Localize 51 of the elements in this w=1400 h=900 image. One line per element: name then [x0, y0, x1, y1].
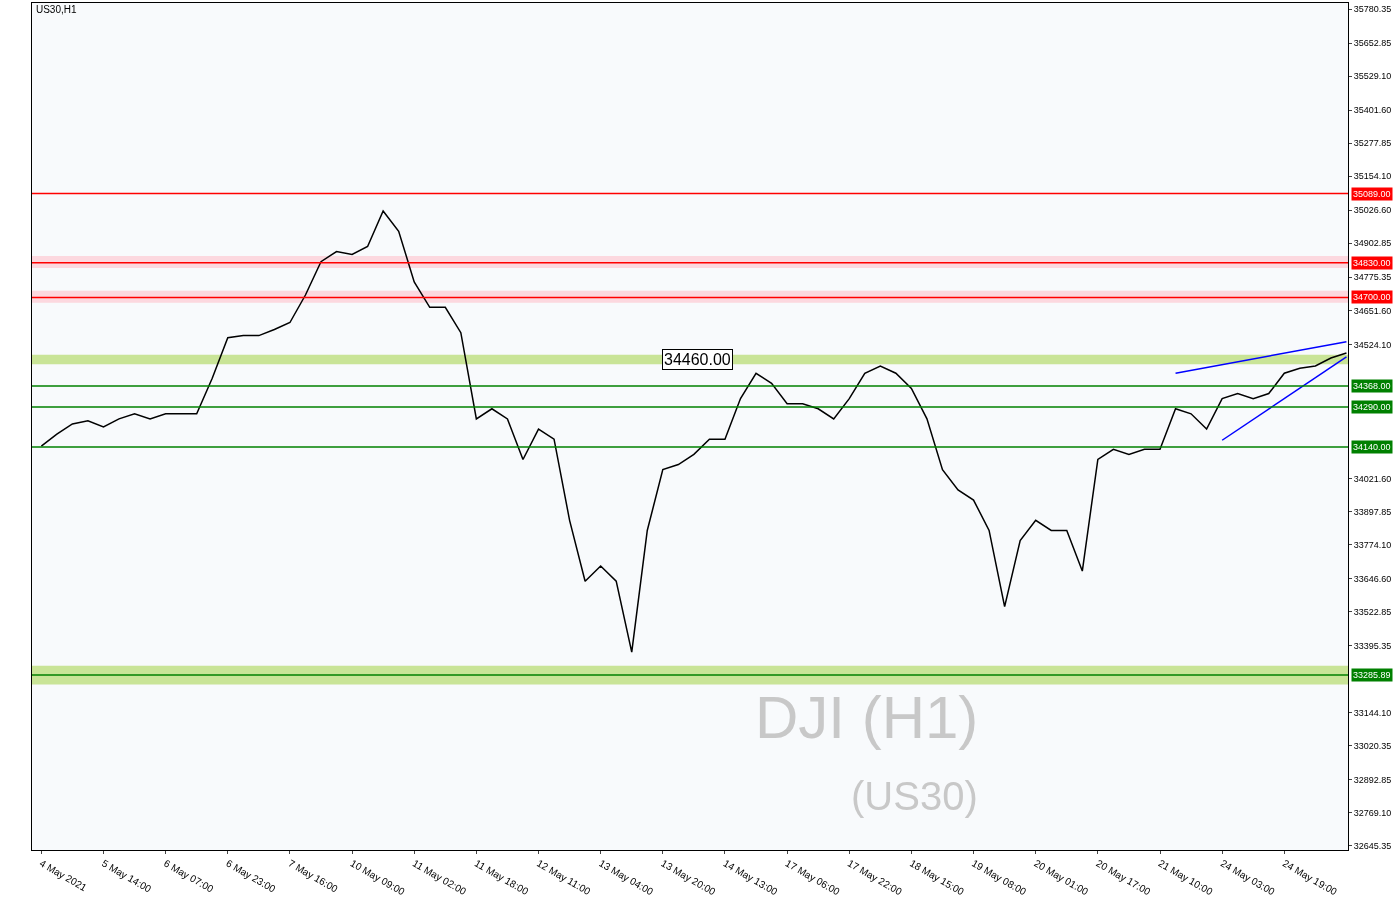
y-tick-label: 33020.35 — [1353, 740, 1392, 751]
x-tick-label: 20 May 17:00 — [1094, 857, 1153, 898]
x-tick-label: 17 May 22:00 — [845, 857, 905, 898]
x-tick-label: 5 May 14:00 — [99, 857, 154, 895]
y-tick-label: 33897.85 — [1353, 506, 1392, 517]
y-tick-label: 35401.60 — [1353, 105, 1392, 116]
x-tick-label: 19 May 08:00 — [970, 857, 1029, 898]
y-tick-label: 32769.10 — [1353, 808, 1392, 819]
x-tick-label: 6 May 23:00 — [224, 857, 278, 895]
x-tick-label: 24 May 19:00 — [1280, 857, 1340, 898]
ref-line-label: 34368.00 — [1353, 381, 1391, 391]
x-tick-label: 14 May 13:00 — [721, 857, 780, 898]
x-tick-label: 24 May 03:00 — [1218, 857, 1278, 898]
x-tick-label: 13 May 04:00 — [597, 857, 656, 898]
y-tick-label: 34651.60 — [1353, 305, 1392, 316]
chart-title: US30,H1 — [35, 4, 77, 16]
x-tick-label: 18 May 15:00 — [907, 857, 967, 898]
y-tick-label: 35154.10 — [1353, 171, 1392, 182]
x-tick-label: 6 May 07:00 — [162, 857, 216, 895]
y-tick-label: 33774.10 — [1353, 539, 1392, 550]
ref-line-label: 34830.00 — [1353, 258, 1391, 268]
x-tick-label: 12 May 11:00 — [535, 857, 593, 898]
x-tick-label: 17 May 06:00 — [783, 857, 842, 898]
x-tick-label: 20 May 01:00 — [1032, 857, 1091, 898]
x-tick-label: 7 May 16:00 — [286, 857, 340, 895]
x-tick-label: 21 May 10:00 — [1156, 857, 1215, 898]
y-tick-label: 35780.35 — [1353, 4, 1392, 15]
x-tick-label: 4 May 2021 — [37, 857, 89, 894]
y-tick-label: 32645.35 — [1353, 841, 1392, 852]
y-tick-label: 35652.85 — [1353, 38, 1392, 49]
y-tick-label: 35529.10 — [1353, 71, 1392, 82]
y-tick-label: 35026.60 — [1353, 205, 1392, 216]
y-tick-label: 35277.85 — [1353, 138, 1392, 149]
y-tick-label: 34775.35 — [1353, 272, 1392, 283]
ref-line-label: 34290.00 — [1353, 402, 1391, 412]
ref-line-label: 33285.89 — [1353, 670, 1391, 680]
y-tick-label: 33144.10 — [1353, 707, 1392, 718]
y-tick-label: 32892.85 — [1353, 774, 1392, 785]
y-tick-label: 34902.85 — [1353, 238, 1392, 249]
band-label: 34460.00 — [664, 351, 731, 368]
ref-line-label: 34700.00 — [1353, 292, 1391, 302]
x-tick-label: 10 May 09:00 — [348, 857, 407, 898]
x-tick-label: 13 May 20:00 — [659, 857, 718, 898]
x-tick-label: 11 May 18:00 — [472, 857, 531, 898]
y-tick-label: 33522.85 — [1353, 606, 1392, 617]
y-tick-label: 33395.35 — [1353, 640, 1392, 651]
ref-line-label: 34140.00 — [1353, 442, 1391, 452]
ref-line-label: 35089.00 — [1353, 189, 1391, 199]
y-tick-label: 33646.60 — [1353, 573, 1392, 584]
y-tick-label: 34524.10 — [1353, 339, 1392, 350]
y-tick-label: 34021.60 — [1353, 473, 1392, 484]
